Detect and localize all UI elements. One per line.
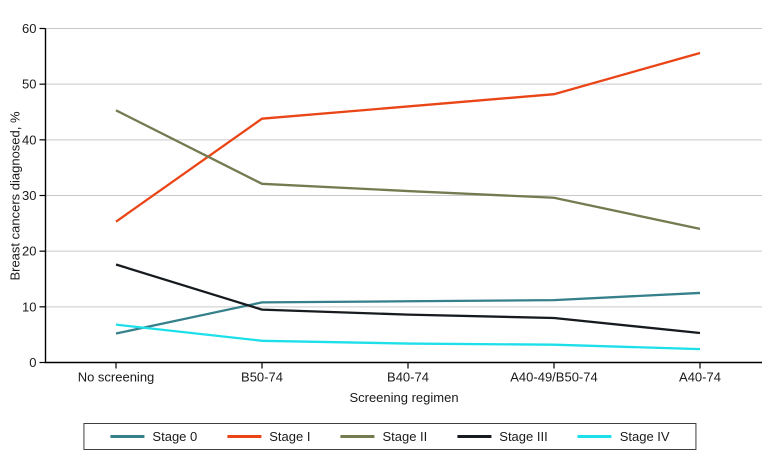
- legend-label: Stage I: [269, 429, 311, 444]
- legend-swatch: [340, 435, 375, 438]
- legend-swatch: [110, 435, 145, 438]
- y-tick-label: 50: [22, 77, 36, 92]
- legend-swatch: [457, 435, 492, 438]
- legend-swatch: [577, 435, 612, 438]
- legend-label: Stage 0: [152, 429, 198, 444]
- series-line-stage-iii: [115, 263, 701, 335]
- x-axis-title: Screening regimen: [349, 390, 459, 405]
- plot-area: 0 10 20 30 40 50 60 No screening B50-74 B40-74 A40…: [22, 21, 762, 385]
- x-tick-label: No screening: [78, 370, 155, 385]
- series-line-stage-ii: [115, 109, 701, 231]
- y-tick-label: 20: [22, 244, 36, 259]
- x-tick-label: B50-74: [241, 370, 283, 385]
- y-tick-label: 60: [22, 21, 36, 36]
- x-tick-label: B40-74: [387, 370, 429, 385]
- y-tick-label: 0: [29, 355, 36, 370]
- y-tick-label: 30: [22, 188, 36, 203]
- x-tick-label: A40-74: [679, 370, 721, 385]
- legend-item-stage-0: Stage 0: [110, 429, 197, 444]
- x-tick-label: A40-49/B50-74: [510, 370, 597, 385]
- y-tick-label: 40: [22, 132, 36, 147]
- legend: Stage 0 Stage I Stage II Stage III Stage IV: [83, 423, 697, 450]
- legend-item-stage-iv: Stage IV: [577, 429, 670, 444]
- legend-label: Stage III: [499, 429, 548, 444]
- series-line-stage-i: [115, 51, 701, 223]
- legend-item-stage-i: Stage I: [227, 429, 310, 444]
- legend-item-stage-ii: Stage II: [340, 429, 427, 444]
- y-tick-label: 10: [22, 299, 36, 314]
- series-line-stage-iv: [115, 323, 701, 351]
- legend-item-stage-iii: Stage III: [457, 429, 548, 444]
- legend-label: Stage IV: [619, 429, 670, 444]
- legend-swatch: [227, 435, 262, 438]
- series-line-stage-0: [115, 291, 701, 335]
- legend-label: Stage II: [382, 429, 428, 444]
